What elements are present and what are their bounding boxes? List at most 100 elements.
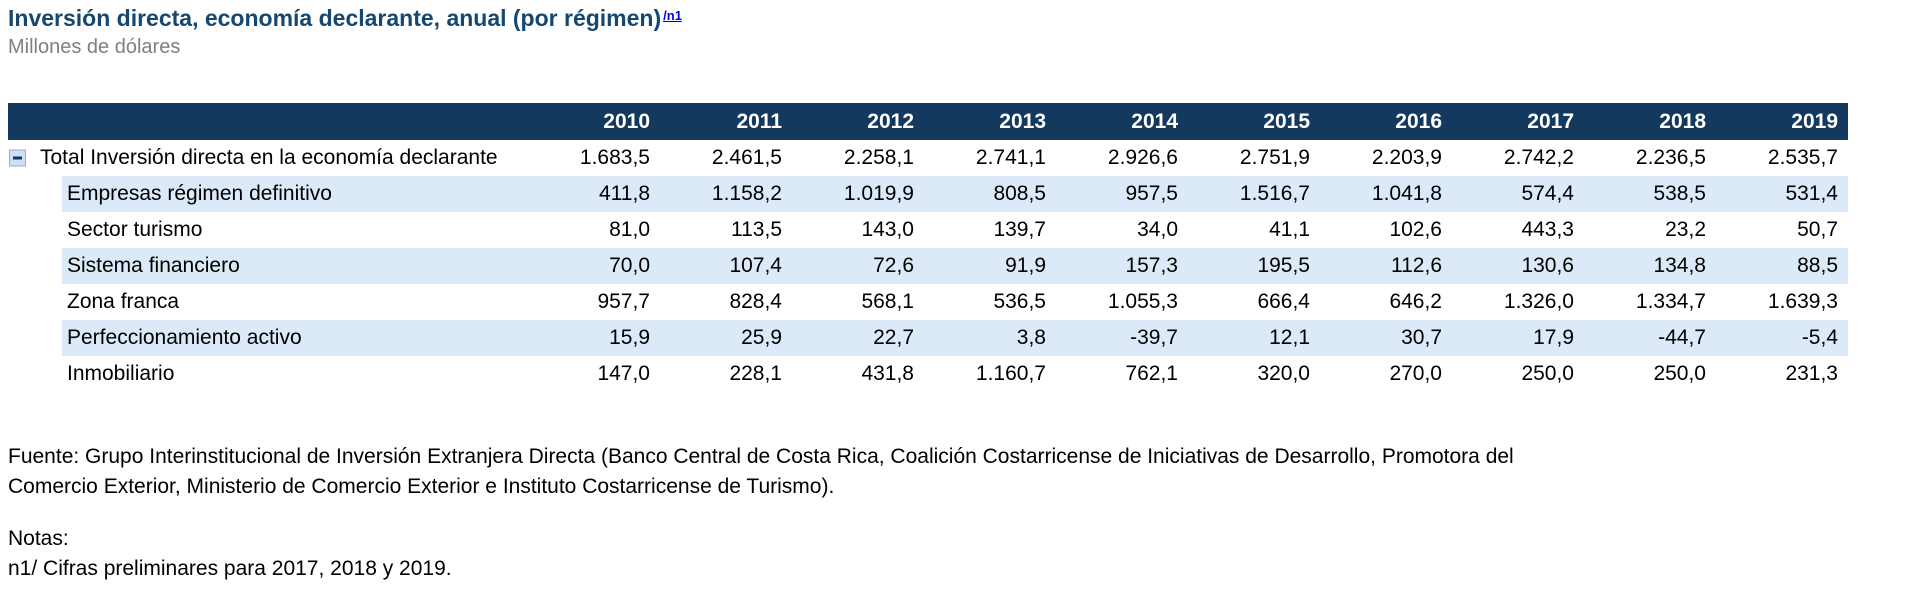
row-label: Sistema financiero (67, 254, 240, 277)
value-cell: 147,0 (597, 362, 650, 385)
value-cell: 25,9 (741, 326, 782, 349)
value-cell: 1.019,9 (843, 182, 914, 205)
year-column-header: 2010 (603, 109, 650, 133)
value-cell: -5,4 (1801, 326, 1838, 349)
value-cell: 102,6 (1389, 218, 1442, 241)
source-text: Fuente: Grupo Interinstitucional de Inve… (8, 442, 1514, 502)
value-cell: 12,1 (1269, 326, 1310, 349)
value-cell: 762,1 (1125, 362, 1178, 385)
value-cell: 1.516,7 (1239, 182, 1310, 205)
source-line: Comercio Exterior, Ministerio de Comerci… (8, 475, 835, 498)
note-link-n1[interactable]: /n1 (663, 7, 682, 23)
year-column-header: 2014 (1131, 109, 1178, 133)
value-cell: 17,9 (1533, 326, 1574, 349)
table-row: Total Inversión directa en la economía d… (8, 140, 1848, 176)
value-cell: 2.741,1 (975, 146, 1046, 169)
data-table: 2010 2011 2012 2013 2014 2015 2016 2017 2018 2019… (8, 103, 1848, 392)
value-cell: 1.683,5 (579, 146, 650, 169)
value-cell: 538,5 (1653, 182, 1706, 205)
row-label-cell: Sector turismo (8, 218, 528, 242)
year-column-header: 2016 (1395, 109, 1442, 133)
value-cell: 2.203,9 (1371, 146, 1442, 169)
value-cell: 88,5 (1797, 254, 1838, 277)
value-cell: 157,3 (1125, 254, 1178, 277)
value-cell: 2.258,1 (843, 146, 914, 169)
year-column-header: 2011 (736, 109, 782, 133)
value-cell: 1.326,0 (1503, 290, 1574, 313)
subtitle: Millones de dólares (8, 36, 181, 58)
row-label-cell: Inmobiliario (8, 362, 528, 386)
value-cell: 143,0 (861, 218, 914, 241)
note-line-n1: n1/ Cifras preliminares para 2017, 2018 … (8, 557, 452, 580)
value-cell: 81,0 (609, 218, 650, 241)
value-cell: 1.041,8 (1371, 182, 1442, 205)
value-cell: 957,5 (1125, 182, 1178, 205)
table-row: Inmobiliario 147,0 228,1 431,8 1.160,7 762,1 3… (8, 356, 1848, 392)
value-cell: 72,6 (873, 254, 914, 277)
source-line: Fuente: Grupo Interinstitucional de Inve… (8, 445, 1514, 468)
value-cell: 250,0 (1653, 362, 1706, 385)
table-body: Total Inversión directa en la economía d… (8, 140, 1848, 392)
minus-glyph (13, 156, 22, 160)
table-row: Sector turismo 81,0 113,5 143,0 139,7 34,0 41,… (8, 212, 1848, 248)
row-label-cell: Empresas régimen definitivo (8, 182, 528, 206)
row-label-cell: Sistema financiero (8, 254, 528, 278)
notes-block: Notas: n1/ Cifras preliminares para 2017… (8, 524, 452, 584)
row-label-cell: Total Inversión directa en la economía d… (8, 146, 528, 170)
value-cell: -44,7 (1658, 326, 1706, 349)
value-cell: 23,2 (1665, 218, 1706, 241)
value-cell: 2.926,6 (1107, 146, 1178, 169)
value-cell: 2.742,2 (1503, 146, 1574, 169)
notes-heading: Notas: (8, 527, 69, 550)
value-cell: 22,7 (873, 326, 914, 349)
value-cell: 30,7 (1401, 326, 1442, 349)
table-row: Empresas régimen definitivo 411,8 1.158,2 1… (8, 176, 1848, 212)
value-cell: 250,0 (1521, 362, 1574, 385)
year-column-header: 2019 (1791, 109, 1838, 133)
value-cell: 195,5 (1257, 254, 1310, 277)
collapse-minus-icon[interactable] (9, 149, 26, 167)
table-header-row: 2010 2011 2012 2013 2014 2015 2016 2017 2018 2019 (8, 103, 1848, 140)
value-cell: -39,7 (1130, 326, 1178, 349)
value-cell: 666,4 (1257, 290, 1310, 313)
value-cell: 50,7 (1797, 218, 1838, 241)
value-cell: 1.160,7 (975, 362, 1046, 385)
row-label: Total Inversión directa en la economía d… (40, 146, 498, 169)
value-cell: 828,4 (729, 290, 782, 313)
value-cell: 431,8 (861, 362, 914, 385)
value-cell: 107,4 (729, 254, 782, 277)
value-cell: 568,1 (861, 290, 914, 313)
value-cell: 808,5 (993, 182, 1046, 205)
row-label: Perfeccionamiento activo (67, 326, 302, 349)
value-cell: 2.535,7 (1767, 146, 1838, 169)
year-column-header: 2015 (1263, 109, 1310, 133)
value-cell: 91,9 (1005, 254, 1046, 277)
page-title: Inversión directa, economía declarante, … (8, 5, 662, 31)
row-label-cell: Zona franca (8, 290, 528, 314)
row-label: Empresas régimen definitivo (67, 182, 332, 205)
value-cell: 139,7 (993, 218, 1046, 241)
row-label-cell: Perfeccionamiento activo (8, 326, 528, 350)
value-cell: 41,1 (1269, 218, 1310, 241)
row-label: Zona franca (67, 290, 180, 313)
value-cell: 1.639,3 (1767, 290, 1838, 313)
value-cell: 231,3 (1785, 362, 1838, 385)
value-cell: 531,4 (1785, 182, 1838, 205)
row-label: Sector turismo (67, 218, 203, 241)
value-cell: 443,3 (1521, 218, 1574, 241)
year-column-header: 2018 (1659, 109, 1706, 133)
value-cell: 1.055,3 (1107, 290, 1178, 313)
table-row: Perfeccionamiento activo 15,9 25,9 22,7 3,8 -… (8, 320, 1848, 356)
year-column-header: 2017 (1527, 109, 1574, 133)
value-cell: 134,8 (1653, 254, 1706, 277)
value-cell: 1.158,2 (711, 182, 782, 205)
value-cell: 411,8 (599, 182, 650, 205)
table-row: Sistema financiero 70,0 107,4 72,6 91,9 157,3… (8, 248, 1848, 284)
value-cell: 536,5 (993, 290, 1046, 313)
value-cell: 70,0 (609, 254, 650, 277)
value-cell: 228,1 (729, 362, 782, 385)
row-label: Inmobiliario (67, 362, 175, 385)
value-cell: 320,0 (1257, 362, 1310, 385)
value-cell: 270,0 (1389, 362, 1442, 385)
year-column-header: 2012 (867, 109, 914, 133)
